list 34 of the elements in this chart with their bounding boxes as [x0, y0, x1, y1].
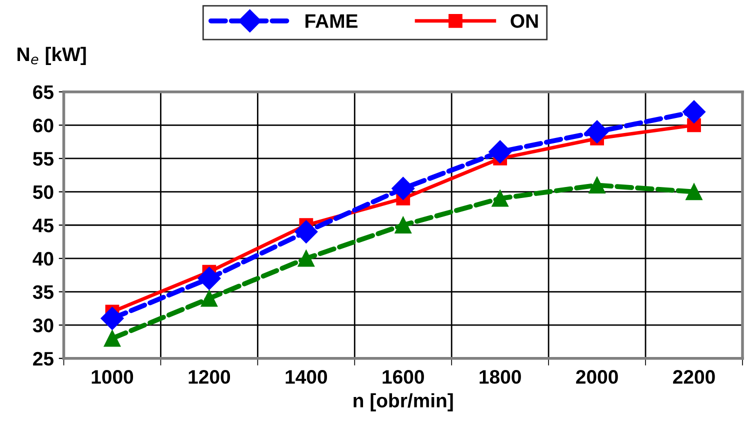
y-tick-label: 45 — [32, 218, 54, 232]
x-axis-title: n [obr/min] — [354, 393, 453, 412]
y-tick-label: 55 — [33, 152, 54, 166]
x-tick-label: 2200 — [673, 370, 715, 384]
point — [492, 190, 508, 207]
y-tick-label: 35 — [32, 285, 54, 300]
point — [392, 176, 415, 200]
point — [200, 290, 218, 307]
point — [586, 120, 609, 144]
legend-label: ON — [510, 14, 538, 28]
y-axis-title: N$_{e}$ [kW] — [18, 46, 86, 66]
x-tick-label: 2000 — [576, 370, 618, 384]
y-tick-label: 60 — [33, 118, 54, 132]
x-tick-label: 1800 — [480, 370, 521, 384]
y-tick-label: 25 — [33, 352, 54, 366]
y-tick-label: 50 — [33, 185, 54, 200]
point — [686, 183, 702, 200]
y-tick-label: 30 — [32, 318, 54, 332]
legend-label: FAME — [306, 14, 358, 28]
point — [198, 266, 221, 290]
x-tick-label: 1200 — [188, 370, 230, 384]
point — [682, 100, 706, 124]
y-tick-label: 40 — [32, 252, 54, 266]
x-tick-label: 1600 — [382, 370, 424, 384]
point — [100, 306, 124, 330]
point — [104, 330, 121, 347]
point — [294, 220, 318, 244]
x-tick-label: 1000 — [92, 370, 134, 384]
point — [588, 176, 606, 194]
point — [298, 250, 314, 267]
y-tick-label: 65 — [33, 85, 54, 100]
x-tick-label: 1400 — [286, 370, 327, 384]
point — [394, 216, 412, 234]
point — [488, 140, 512, 164]
